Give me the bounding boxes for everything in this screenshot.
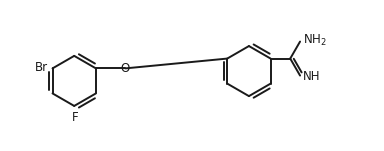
Text: O: O (121, 62, 130, 75)
Text: F: F (72, 111, 78, 124)
Text: Br: Br (35, 61, 48, 74)
Text: NH: NH (303, 70, 321, 83)
Text: NH$_2$: NH$_2$ (303, 33, 327, 48)
